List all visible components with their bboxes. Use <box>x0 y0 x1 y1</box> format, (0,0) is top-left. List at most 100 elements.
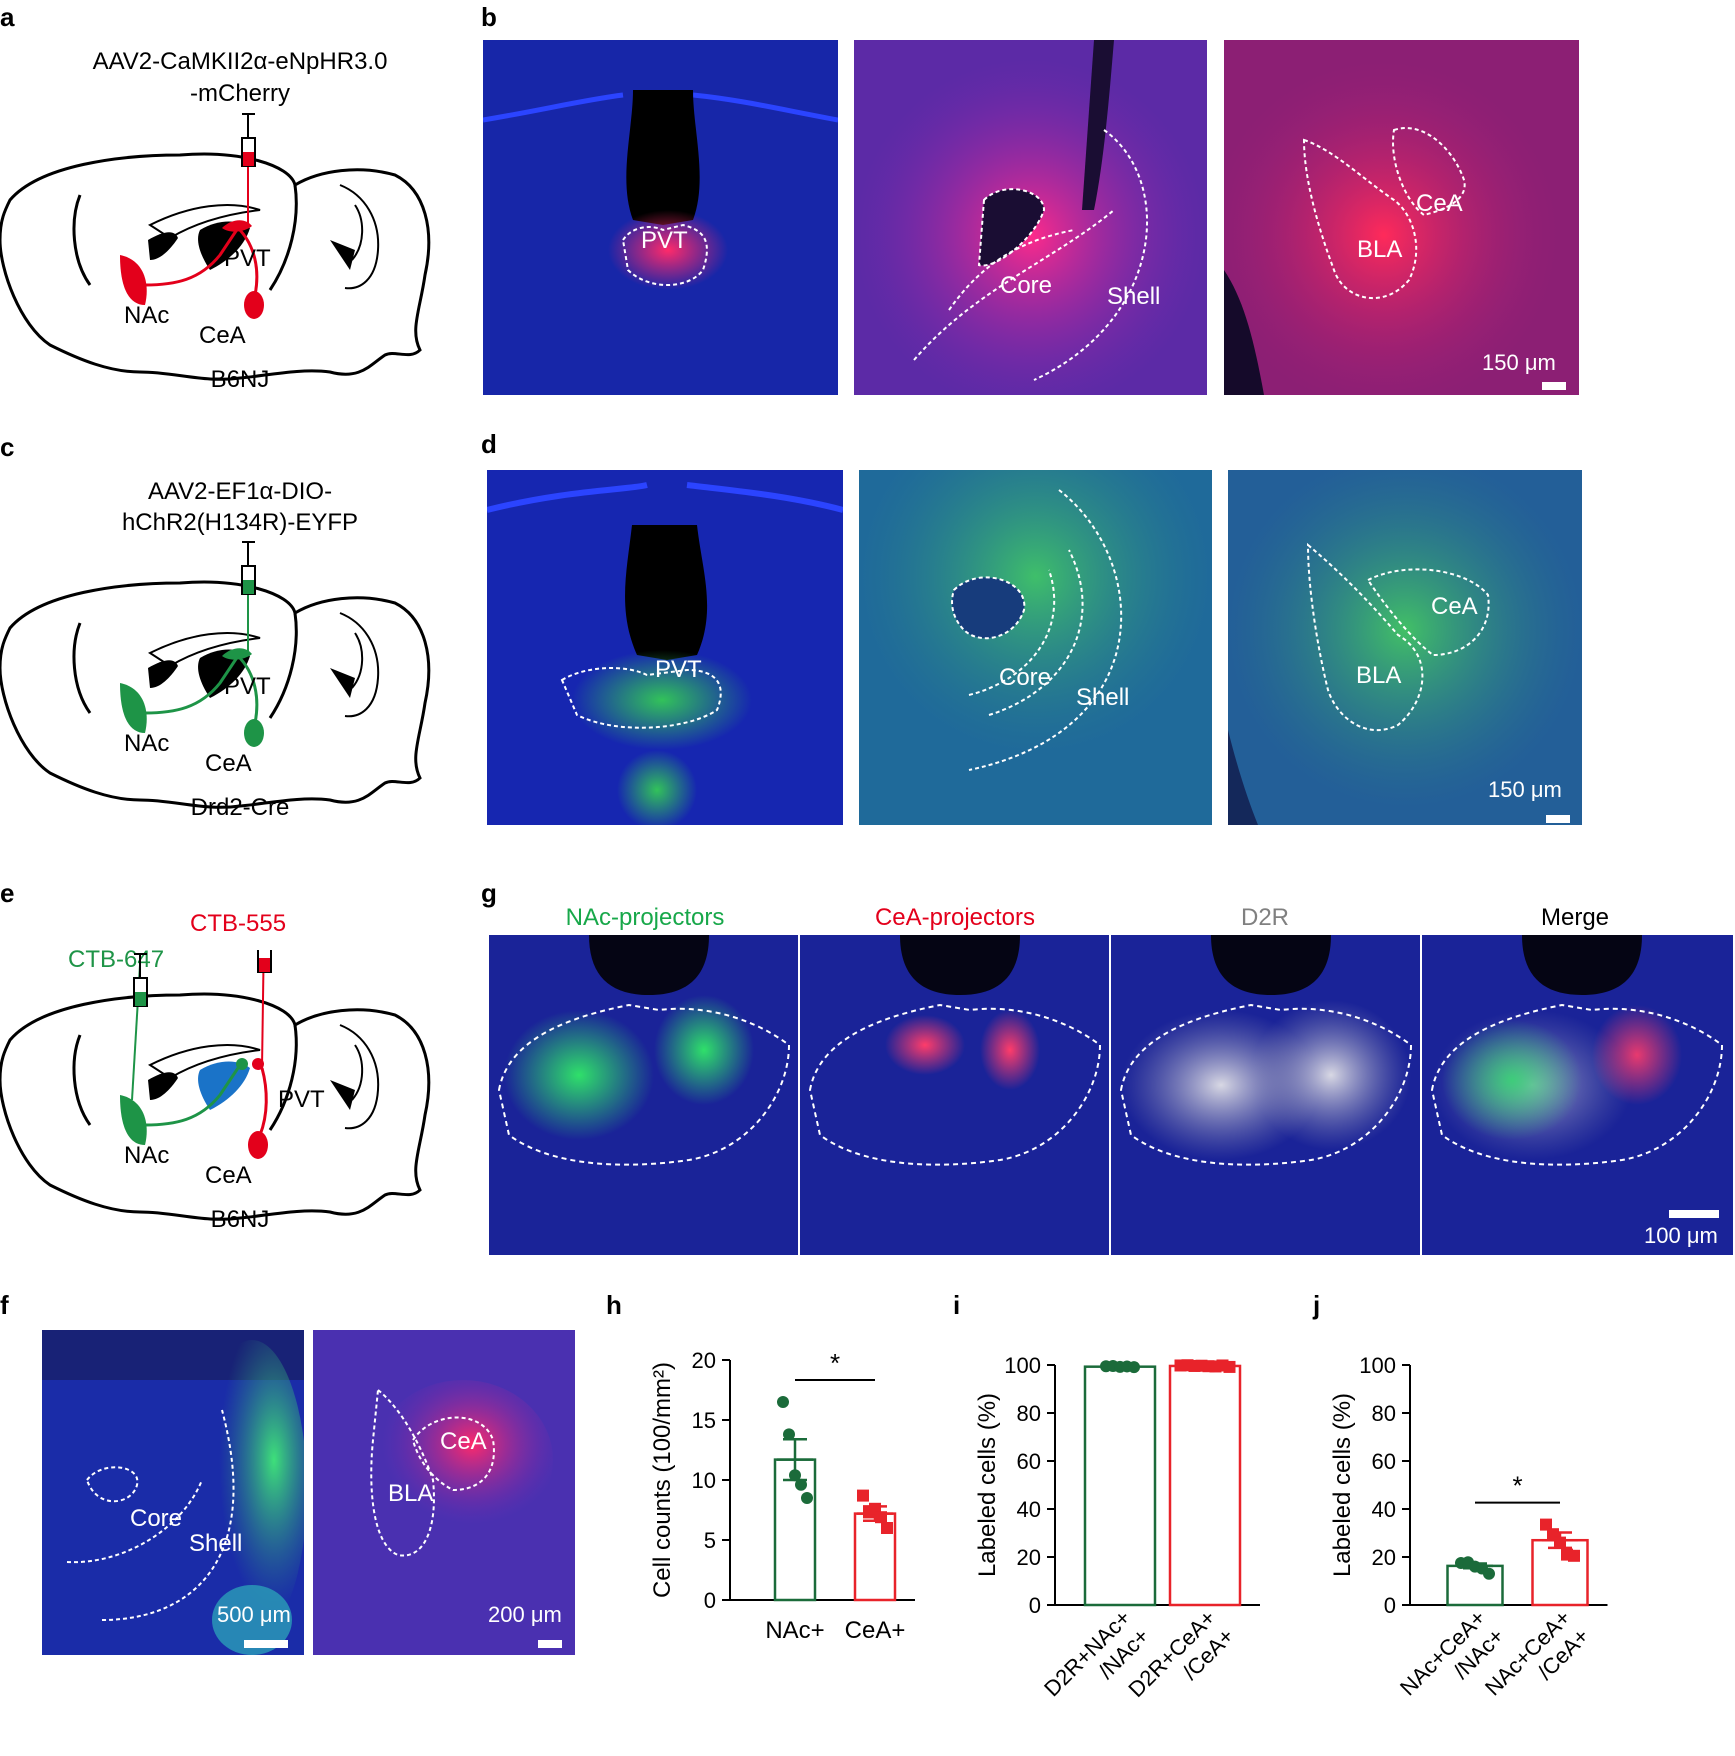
panel-letter-h: h <box>606 1290 622 1320</box>
data-point <box>1568 1549 1580 1562</box>
y-tick-label: 60 <box>1017 1449 1041 1474</box>
region-label-core-d: Core <box>999 664 1052 691</box>
scale-bar-d <box>1546 815 1570 823</box>
data-point <box>1554 1536 1566 1549</box>
panel-letter-b: b <box>481 2 497 32</box>
strain-label-e: B6NJ <box>210 1206 270 1233</box>
y-axis-label: Labeled cells (%) <box>1329 1393 1356 1577</box>
panel-letter-c: c <box>0 432 15 462</box>
brain-schematic-c <box>0 541 431 809</box>
data-point <box>795 1478 807 1491</box>
virus-label-a2: -mCherry <box>190 80 290 107</box>
region-label-shell-f: Shell <box>189 1530 243 1557</box>
y-tick-label: 20 <box>1017 1545 1041 1570</box>
strain-label-c: Drd2-Cre <box>190 794 290 821</box>
y-tick-label: 100 <box>1359 1353 1396 1378</box>
micrograph-d-nac: Core Shell <box>859 470 1212 825</box>
micrograph-f-nac: Core Shell 500 μm <box>42 1330 304 1655</box>
y-tick-label: 5 <box>704 1528 716 1553</box>
virus-label-a1: AAV2-CaMKII2α-eNpHR3.0 <box>92 48 388 75</box>
x-category-label: D2R+NAc+/NAc+ <box>1039 1605 1154 1720</box>
region-label-cea-b: CeA <box>1416 190 1463 217</box>
scale-label-f1: 500 μm <box>217 1602 291 1627</box>
y-tick-label: 40 <box>1372 1497 1396 1522</box>
data-point <box>881 1522 893 1534</box>
y-axis-label: Cell counts (100/mm²) <box>649 1362 676 1598</box>
y-tick-label: 0 <box>1029 1593 1041 1618</box>
panel-letter-e: e <box>0 878 15 908</box>
data-point <box>777 1396 789 1408</box>
micrograph-f-cea: CeA BLA 200 μm <box>313 1330 575 1655</box>
data-point <box>1540 1518 1552 1531</box>
region-label-shell-d: Shell <box>1076 684 1130 711</box>
y-tick-label: 20 <box>692 1348 716 1373</box>
scale-bar-b <box>1542 382 1566 390</box>
x-category-label: NAc+CeA+/CeA+ <box>1480 1605 1594 1719</box>
y-tick-label: 20 <box>1372 1545 1396 1570</box>
bar <box>1083 1365 1157 1607</box>
region-label-nac-a: NAc <box>124 302 170 329</box>
panel-letter-j: j <box>1313 1290 1321 1320</box>
region-label-pvt-b: PVT <box>641 227 688 254</box>
scale-label-b: 150 μm <box>1482 350 1556 375</box>
y-tick-label: 80 <box>1372 1401 1396 1426</box>
virus-label-c1: AAV2-EF1α-DIO- <box>147 478 333 505</box>
region-label-pvt-a: PVT <box>224 245 271 272</box>
data-point <box>801 1492 813 1504</box>
data-point <box>857 1489 869 1502</box>
region-label-cea-c: CeA <box>205 750 252 777</box>
region-label-nac-c: NAc <box>124 730 170 757</box>
y-tick-label: 0 <box>704 1588 716 1613</box>
bar <box>1168 1364 1242 1607</box>
channel-header-cea: CeA-projectors <box>874 904 1036 931</box>
y-tick-label: 40 <box>1017 1497 1041 1522</box>
micrograph-b-nac: Core Shell <box>854 40 1207 395</box>
virus-label-c2: hChR2(H134R)-EYFP <box>121 509 359 536</box>
y-tick-label: 0 <box>1384 1593 1396 1618</box>
region-label-cea-f: CeA <box>440 1428 487 1455</box>
data-point <box>875 1511 887 1524</box>
channel-header-merge: Merge <box>1540 904 1610 931</box>
panel-letter-d: d <box>481 429 497 459</box>
scale-label-d: 150 μm <box>1488 777 1562 802</box>
scale-bar-g <box>1669 1210 1719 1218</box>
data-point <box>783 1428 795 1441</box>
brain-schematic-e <box>0 950 431 1221</box>
significance-label: * <box>1512 1471 1522 1501</box>
x-category-label: D2R+CeA+/CeA+ <box>1123 1605 1239 1721</box>
panel-letter-i: i <box>953 1290 961 1320</box>
brain-schematic-a <box>0 113 431 381</box>
significance-label: * <box>830 1348 840 1378</box>
region-label-shell-b: Shell <box>1107 283 1161 310</box>
region-label-nac-e: NAc <box>124 1142 170 1169</box>
panel-letter-a: a <box>0 2 15 32</box>
data-point <box>1128 1361 1140 1374</box>
y-tick-label: 15 <box>692 1408 716 1433</box>
scale-bar-f2 <box>538 1640 562 1648</box>
y-tick-label: 60 <box>1372 1449 1396 1474</box>
micrograph-b-pvt: PVT <box>483 40 838 395</box>
y-tick-label: 100 <box>1004 1353 1041 1378</box>
region-label-cea-e: CeA <box>205 1162 252 1189</box>
channel-header-nac: NAc-projectors <box>565 904 725 931</box>
micrograph-g: 100 μm <box>489 935 1733 1255</box>
y-tick-label: 80 <box>1017 1401 1041 1426</box>
region-label-cea-d: CeA <box>1431 593 1478 620</box>
data-point <box>1223 1360 1236 1373</box>
scale-label-g: 100 μm <box>1644 1223 1718 1248</box>
region-label-pvt-e: PVT <box>278 1086 325 1113</box>
channel-header-d2r: D2R <box>1240 904 1289 931</box>
region-label-pvt-c: PVT <box>224 673 271 700</box>
micrograph-d-amygdala: BLA CeA 150 μm <box>1228 470 1582 825</box>
region-label-bla-f: BLA <box>388 1480 434 1507</box>
data-point <box>789 1469 801 1482</box>
micrograph-d-pvt: PVT <box>487 470 843 825</box>
y-axis-label: Labeled cells (%) <box>974 1393 1001 1577</box>
region-label-bla-d: BLA <box>1356 662 1402 689</box>
tracer-label-green: CTB-647 <box>68 946 165 973</box>
panel-letter-g: g <box>481 878 497 908</box>
micrograph-b-amygdala: BLA CeA 150 μm <box>1224 40 1579 395</box>
scale-label-f2: 200 μm <box>488 1602 562 1627</box>
